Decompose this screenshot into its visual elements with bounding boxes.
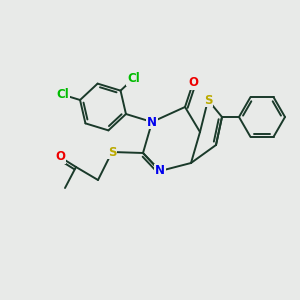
Text: N: N <box>155 164 165 178</box>
Text: O: O <box>55 151 65 164</box>
Text: Cl: Cl <box>127 72 140 85</box>
Text: Cl: Cl <box>56 88 69 101</box>
Text: S: S <box>204 94 212 106</box>
Text: O: O <box>188 76 198 89</box>
Text: N: N <box>147 116 157 128</box>
Text: S: S <box>108 146 116 158</box>
